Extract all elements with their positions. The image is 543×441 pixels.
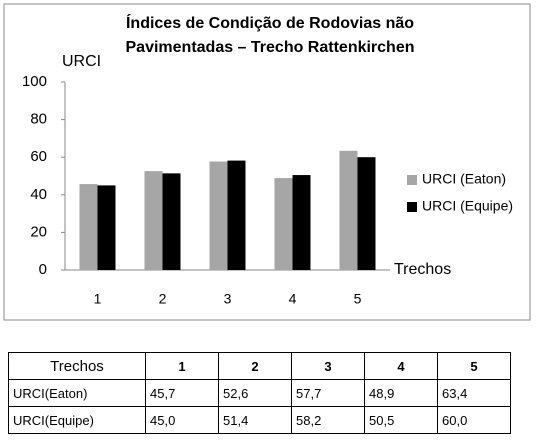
x-tick-label: 3 xyxy=(224,291,232,307)
x-tick-label: 1 xyxy=(94,291,102,307)
bar xyxy=(79,184,98,270)
y-tick-label: 0 xyxy=(39,261,47,278)
table-cell: 57,7 xyxy=(291,379,365,407)
table-header: Trechos 1 2 3 4 5 xyxy=(8,352,511,380)
bar xyxy=(292,175,311,270)
table-cell: 48,9 xyxy=(364,379,438,407)
table-cell: 58,2 xyxy=(291,406,365,434)
chart-title: Índices de Condição de Rodovias não Pavi… xyxy=(125,15,415,56)
table-cell: 51,4 xyxy=(218,406,292,434)
y-tick-label: 60 xyxy=(30,148,47,165)
bar xyxy=(162,173,181,270)
table-cell: 52,6 xyxy=(218,379,292,407)
y-tick-label: 40 xyxy=(30,186,47,203)
bar xyxy=(274,178,293,270)
y-tick-label: 80 xyxy=(30,111,47,128)
table-header-cell: 4 xyxy=(364,352,438,380)
table-cell: 60,0 xyxy=(437,406,511,434)
table-cell: URCI(Eaton) xyxy=(8,379,146,407)
table-header-cell: 1 xyxy=(145,352,219,380)
legend-swatch xyxy=(407,202,417,212)
legend-label: URCI (Equipe) xyxy=(422,198,513,214)
bar xyxy=(227,160,246,270)
table-header-cell: Trechos xyxy=(8,352,146,380)
x-axis-label: Trechos xyxy=(394,261,451,278)
table-cell: 45,7 xyxy=(145,379,219,407)
table-header-cell: 3 xyxy=(291,352,365,380)
table-cell: 50,5 xyxy=(364,406,438,434)
table-header-cell: 2 xyxy=(218,352,292,380)
y-axis-label: URCI xyxy=(62,53,101,70)
legend-swatch xyxy=(407,175,417,185)
bar xyxy=(97,185,116,270)
table-row: URCI(Eaton) 45,7 52,6 57,7 48,9 63,4 xyxy=(8,379,511,407)
legend-label: URCI (Eaton) xyxy=(422,171,506,187)
table-row: URCI(Equipe) 45,0 51,4 58,2 50,5 60,0 xyxy=(8,406,511,434)
x-tick-label: 5 xyxy=(354,291,362,307)
table-header-cell: 5 xyxy=(437,352,511,380)
bar xyxy=(144,171,163,270)
x-tick-label: 2 xyxy=(159,291,167,307)
data-table: Trechos 1 2 3 4 5 URCI(Eaton) 45,7 52,6 57,7 48,9… xyxy=(8,352,511,434)
bar xyxy=(339,150,358,270)
bar xyxy=(209,161,228,270)
bar xyxy=(357,157,376,270)
table-cell: URCI(Equipe) xyxy=(8,406,146,434)
table-cell: 45,0 xyxy=(145,406,219,434)
x-tick-label: 4 xyxy=(289,291,297,307)
table-cell: 63,4 xyxy=(437,379,511,407)
y-tick-label: 20 xyxy=(30,223,47,240)
y-tick-label: 100 xyxy=(22,73,47,90)
